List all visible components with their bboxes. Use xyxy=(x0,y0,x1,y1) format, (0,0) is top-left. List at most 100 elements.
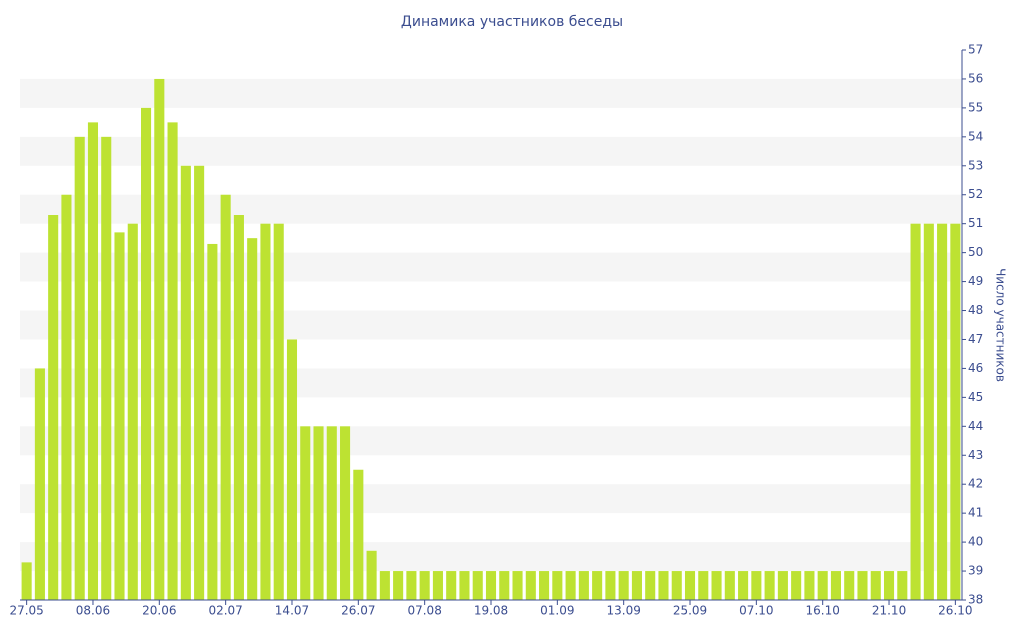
y-tick-label: 39 xyxy=(968,564,983,578)
x-tick-label: 25.09 xyxy=(673,604,707,618)
bar xyxy=(300,426,311,600)
y-tick-label: 52 xyxy=(968,187,983,201)
bar xyxy=(512,571,523,600)
bar xyxy=(220,194,231,600)
x-tick-label: 01.09 xyxy=(540,604,574,618)
bar xyxy=(194,165,205,600)
bar xyxy=(141,107,152,600)
bar xyxy=(101,136,112,600)
x-tick-label: 07.08 xyxy=(407,604,441,618)
bar xyxy=(233,215,244,600)
grid-band xyxy=(20,78,962,108)
bar xyxy=(804,571,815,600)
y-tick-label: 46 xyxy=(968,361,983,375)
bar xyxy=(645,571,656,600)
bar xyxy=(684,571,696,600)
bar xyxy=(366,550,377,600)
x-tick-label: 13.09 xyxy=(606,604,640,618)
bar xyxy=(167,122,178,601)
bar xyxy=(857,571,868,600)
bar xyxy=(207,243,218,600)
y-tick-label: 53 xyxy=(968,158,983,172)
y-tick-label: 55 xyxy=(968,100,983,114)
bar xyxy=(605,571,616,600)
bar xyxy=(817,571,828,600)
bar xyxy=(698,571,709,600)
bar xyxy=(751,571,762,600)
x-tick-label: 02.07 xyxy=(208,604,242,618)
bar xyxy=(432,571,443,600)
bar xyxy=(910,223,921,600)
bar xyxy=(459,571,470,600)
x-tick-label: 21.10 xyxy=(872,604,906,618)
bar xyxy=(154,78,165,600)
y-tick-label: 51 xyxy=(968,216,983,230)
y-tick-label: 38 xyxy=(968,593,983,607)
x-tick-label: 08.06 xyxy=(76,604,110,618)
bar xyxy=(21,562,32,600)
bar xyxy=(738,571,749,600)
bar xyxy=(499,571,510,600)
y-tick-label: 45 xyxy=(968,390,983,404)
bar xyxy=(74,136,85,600)
bar xyxy=(791,571,802,600)
bar xyxy=(393,571,404,600)
bar xyxy=(578,571,589,600)
bar xyxy=(472,571,483,600)
bar xyxy=(419,571,430,600)
bar xyxy=(923,223,934,600)
bar xyxy=(777,571,788,600)
bar xyxy=(260,223,271,600)
bar xyxy=(618,571,629,600)
bar xyxy=(711,571,722,600)
bar xyxy=(87,122,99,601)
bar xyxy=(326,426,337,600)
x-tick-label: 27.05 xyxy=(9,604,43,618)
x-tick-label: 07.10 xyxy=(739,604,773,618)
bar xyxy=(379,571,390,600)
bar xyxy=(34,368,45,600)
bar xyxy=(552,571,563,600)
y-tick-label: 41 xyxy=(968,506,983,520)
bar xyxy=(446,571,457,600)
bar xyxy=(844,571,855,600)
y-axis-label: Число участников xyxy=(994,268,1008,382)
bar xyxy=(48,215,59,600)
x-tick-label: 16.10 xyxy=(806,604,840,618)
x-tick-label: 14.07 xyxy=(275,604,309,618)
x-tick-label: 20.06 xyxy=(142,604,176,618)
bar xyxy=(764,571,775,600)
y-tick-label: 57 xyxy=(968,43,983,57)
y-tick-label: 56 xyxy=(968,71,983,85)
bar xyxy=(525,571,536,600)
bar xyxy=(950,223,961,600)
bar xyxy=(114,232,125,601)
bar xyxy=(313,426,324,600)
bar xyxy=(286,339,298,600)
bar xyxy=(565,571,576,600)
bar xyxy=(406,571,417,600)
bar xyxy=(353,469,364,600)
bar xyxy=(870,571,881,600)
bar xyxy=(273,223,284,600)
bar xyxy=(883,571,895,600)
y-tick-label: 47 xyxy=(968,332,983,346)
bar xyxy=(539,571,550,600)
bar xyxy=(897,571,908,600)
y-tick-label: 48 xyxy=(968,303,983,317)
chart-title: Динамика участников беседы xyxy=(401,14,623,30)
bar xyxy=(340,426,351,600)
y-tick-label: 54 xyxy=(968,129,983,143)
bar xyxy=(61,194,72,600)
bar xyxy=(631,571,642,600)
bar xyxy=(830,571,841,600)
bar xyxy=(724,571,735,600)
y-tick-label: 50 xyxy=(968,245,983,259)
bar xyxy=(247,238,258,600)
bar xyxy=(180,165,191,600)
bar xyxy=(671,571,682,600)
y-tick-label: 49 xyxy=(968,274,983,288)
x-tick-label: 19.08 xyxy=(474,604,508,618)
